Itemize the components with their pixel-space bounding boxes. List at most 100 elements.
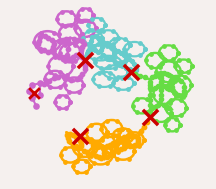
- Point: [186, 59, 190, 62]
- Point: [108, 44, 112, 47]
- Point: [76, 14, 79, 17]
- Point: [102, 154, 106, 157]
- Point: [63, 24, 66, 27]
- Point: [86, 43, 90, 46]
- Point: [79, 51, 82, 54]
- Point: [78, 139, 82, 142]
- Point: [91, 150, 95, 153]
- Point: [120, 76, 123, 79]
- Point: [100, 144, 103, 147]
- Point: [157, 85, 161, 88]
- Point: [164, 106, 167, 109]
- Point: [145, 98, 148, 101]
- Point: [130, 60, 133, 63]
- Point: [79, 142, 82, 145]
- Point: [138, 54, 141, 57]
- Point: [96, 146, 99, 149]
- Point: [53, 101, 57, 104]
- Point: [76, 170, 79, 174]
- Point: [82, 36, 85, 39]
- Point: [84, 159, 87, 162]
- Point: [39, 49, 43, 52]
- Point: [71, 146, 75, 149]
- Point: [115, 120, 119, 123]
- Point: [178, 59, 181, 62]
- Point: [68, 139, 71, 142]
- Point: [135, 69, 138, 72]
- Point: [79, 49, 83, 52]
- Point: [114, 147, 117, 150]
- Point: [157, 101, 161, 104]
- Point: [148, 116, 151, 119]
- Point: [38, 93, 42, 96]
- Point: [158, 52, 162, 55]
- Point: [91, 78, 95, 81]
- Point: [131, 135, 134, 138]
- Point: [154, 119, 157, 122]
- Point: [105, 42, 109, 45]
- Point: [84, 62, 87, 65]
- Point: [127, 41, 131, 44]
- Point: [84, 59, 87, 62]
- Point: [121, 127, 124, 130]
- Point: [102, 53, 105, 56]
- Point: [184, 75, 187, 78]
- Point: [173, 65, 177, 68]
- Point: [116, 62, 119, 65]
- Point: [46, 50, 49, 53]
- Point: [69, 24, 73, 27]
- Point: [78, 135, 81, 138]
- Point: [114, 145, 117, 148]
- Point: [68, 77, 71, 80]
- Point: [112, 53, 115, 56]
- Point: [42, 49, 45, 52]
- Point: [84, 56, 88, 59]
- Point: [71, 134, 75, 137]
- Point: [105, 144, 109, 147]
- Point: [84, 65, 87, 68]
- Point: [116, 157, 119, 160]
- Point: [93, 49, 97, 52]
- Point: [128, 132, 132, 135]
- Point: [128, 145, 132, 148]
- Point: [105, 162, 108, 165]
- Point: [133, 150, 136, 153]
- Point: [122, 142, 126, 145]
- Point: [186, 70, 190, 73]
- Point: [102, 43, 105, 46]
- Point: [190, 65, 194, 68]
- Point: [88, 165, 92, 168]
- Point: [142, 138, 146, 141]
- Point: [61, 38, 64, 41]
- Point: [88, 139, 91, 142]
- Point: [190, 65, 194, 68]
- Point: [87, 19, 91, 22]
- Point: [148, 103, 151, 106]
- Point: [182, 89, 185, 92]
- Point: [89, 34, 92, 37]
- Point: [107, 44, 111, 47]
- Point: [137, 132, 141, 135]
- Point: [123, 38, 126, 41]
- Point: [111, 46, 114, 49]
- Point: [179, 80, 183, 83]
- Point: [114, 78, 117, 81]
- Point: [86, 49, 90, 52]
- Point: [74, 43, 77, 46]
- Point: [133, 150, 136, 153]
- Point: [68, 42, 71, 45]
- Point: [108, 84, 112, 88]
- Point: [74, 41, 78, 44]
- Point: [89, 39, 93, 42]
- Point: [132, 82, 135, 85]
- Point: [79, 51, 82, 54]
- Point: [151, 107, 154, 110]
- Point: [134, 143, 137, 146]
- Point: [37, 39, 41, 42]
- Point: [179, 99, 183, 102]
- Point: [90, 36, 94, 39]
- Point: [82, 84, 85, 87]
- Point: [76, 38, 79, 41]
- Point: [33, 91, 36, 94]
- Point: [43, 34, 47, 37]
